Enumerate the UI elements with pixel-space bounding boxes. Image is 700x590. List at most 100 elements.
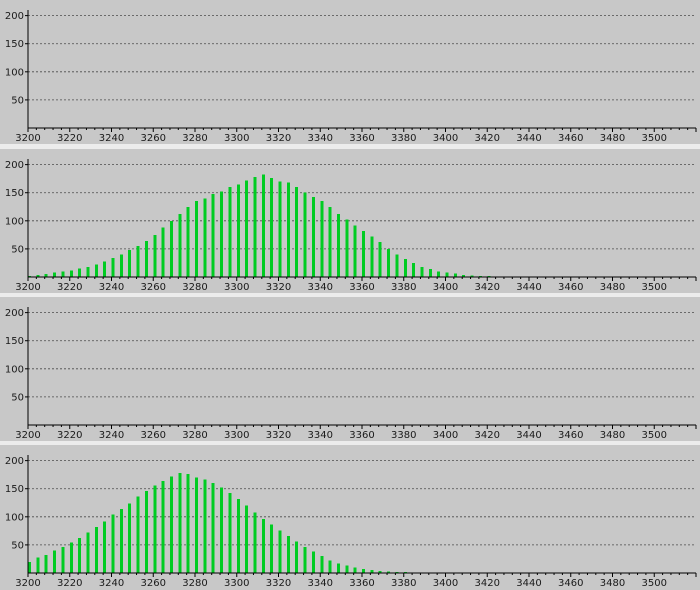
x-tick-label: 3340 <box>308 133 333 144</box>
histogram-bar <box>245 505 249 573</box>
histogram-bar <box>236 498 240 573</box>
histogram-bar <box>61 547 65 573</box>
histogram-bar <box>253 512 257 573</box>
histogram-bar <box>353 567 357 573</box>
x-tick-label: 3440 <box>516 133 541 144</box>
histogram-bar <box>161 480 165 573</box>
x-tick-label: 3260 <box>141 430 166 441</box>
histogram-bar <box>69 542 73 573</box>
y-tick-label: 50 <box>11 392 24 403</box>
histogram-bar <box>78 268 82 277</box>
histogram-bar <box>253 176 257 277</box>
x-tick-label: 3300 <box>224 430 249 441</box>
histogram-bar <box>362 569 365 573</box>
x-tick-label: 3320 <box>266 578 291 589</box>
x-tick-label: 3340 <box>308 430 333 441</box>
y-tick-label: 150 <box>5 484 24 495</box>
histogram-bar <box>103 261 107 277</box>
histogram-bar <box>437 271 441 277</box>
histogram-bar <box>53 272 57 277</box>
x-tick-label: 3340 <box>308 282 333 293</box>
x-tick-label: 3280 <box>182 430 207 441</box>
y-tick-label: 200 <box>5 160 24 171</box>
histogram-bar <box>295 541 299 573</box>
x-tick-label: 3240 <box>99 282 124 293</box>
histogram-bar <box>86 532 90 573</box>
x-tick-label: 3380 <box>391 282 416 293</box>
histogram-bar <box>328 206 332 277</box>
y-tick-label: 100 <box>5 67 24 78</box>
x-tick-label: 3460 <box>558 578 583 589</box>
histogram-bar <box>36 557 40 573</box>
x-tick-label: 3280 <box>182 282 207 293</box>
x-tick-label: 3320 <box>266 133 291 144</box>
histogram-bar <box>169 476 173 573</box>
x-tick-label: 3240 <box>99 430 124 441</box>
histogram-bar <box>403 571 407 573</box>
histogram-bar <box>220 487 224 573</box>
x-tick-label: 3260 <box>141 578 166 589</box>
histogram-bar <box>278 530 282 573</box>
x-tick-label: 3500 <box>642 282 667 293</box>
histogram-bar <box>370 570 374 573</box>
histogram-bar <box>153 234 157 277</box>
histogram-bar <box>345 219 349 277</box>
histogram-bar <box>303 192 307 277</box>
histogram-bar <box>387 248 391 277</box>
histogram-bar <box>94 526 98 573</box>
histogram-bar <box>61 271 65 277</box>
histogram-bar <box>36 274 40 277</box>
y-tick-label: 200 <box>5 456 24 467</box>
x-tick-label: 3420 <box>475 282 500 293</box>
x-tick-label: 3500 <box>642 133 667 144</box>
panel-separator <box>0 292 700 297</box>
x-tick-label: 3260 <box>141 133 166 144</box>
y-tick-label: 150 <box>5 188 24 199</box>
histogram-bar <box>453 273 457 277</box>
x-tick-label: 3200 <box>15 430 40 441</box>
histogram-bar <box>387 571 391 573</box>
histogram-bar <box>462 274 466 277</box>
histogram-bar <box>195 477 198 573</box>
x-tick-label: 3260 <box>141 282 166 293</box>
histogram-bar <box>136 246 140 277</box>
x-tick-label: 3220 <box>57 282 82 293</box>
histogram-bar <box>211 193 215 277</box>
x-tick-label: 3320 <box>266 430 291 441</box>
x-tick-label: 3220 <box>57 578 82 589</box>
histogram-bar <box>153 485 157 573</box>
histogram-bar <box>186 206 190 277</box>
histogram-bar <box>270 178 274 277</box>
histogram-bar <box>220 191 224 277</box>
y-tick-label: 50 <box>11 244 24 255</box>
x-tick-label: 3360 <box>349 578 374 589</box>
x-tick-label: 3280 <box>182 133 207 144</box>
histogram-bar <box>328 560 332 573</box>
x-tick-label: 3380 <box>391 430 416 441</box>
x-tick-label: 3500 <box>642 430 667 441</box>
x-tick-label: 3420 <box>475 578 500 589</box>
histogram-bar <box>428 269 432 277</box>
histogram-bar <box>303 547 307 573</box>
histogram-bar <box>320 556 324 573</box>
histogram-bar <box>144 490 148 573</box>
histogram-bar <box>78 538 82 573</box>
x-tick-label: 3460 <box>558 282 583 293</box>
histogram-bar <box>44 274 48 277</box>
x-tick-label: 3360 <box>349 133 374 144</box>
histogram-bar <box>245 180 249 277</box>
histogram-bar <box>186 474 190 573</box>
histogram-bar <box>44 555 48 573</box>
histogram-bar <box>478 275 482 277</box>
histogram-bar <box>94 264 98 277</box>
x-tick-label: 3300 <box>224 282 249 293</box>
x-tick-label: 3460 <box>558 133 583 144</box>
histogram-bar <box>178 214 182 277</box>
y-tick-label: 50 <box>11 95 24 106</box>
histogram-bar <box>286 182 290 277</box>
y-tick-label: 100 <box>5 216 24 227</box>
histogram-bar <box>161 227 165 277</box>
histogram-bar <box>353 225 357 277</box>
histogram-bar <box>119 508 123 573</box>
histogram-panel-4: 50 100 150 200 3200 3220 3240 3260 3280 3300 3320 3… <box>0 445 700 589</box>
